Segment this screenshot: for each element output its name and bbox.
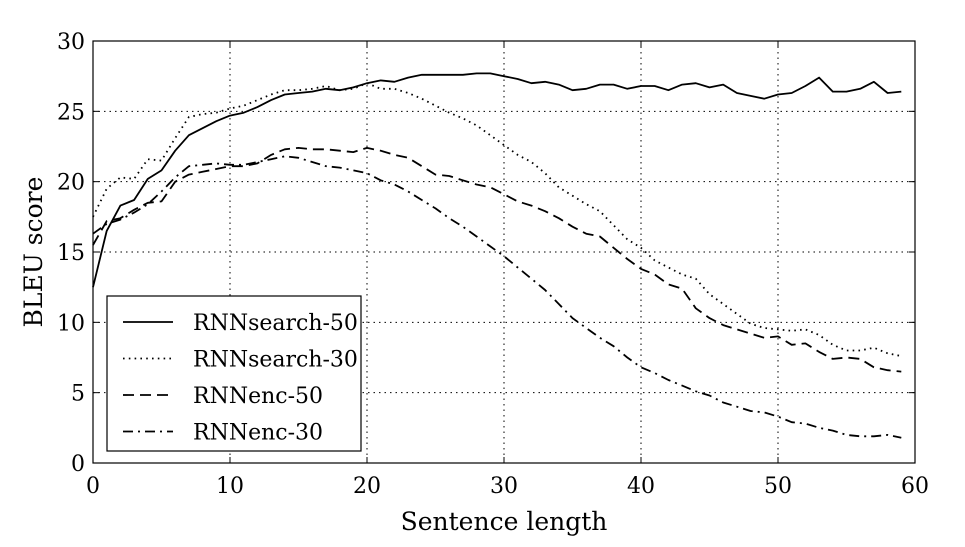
x-tick-label: 10 xyxy=(216,474,244,499)
axis-ticks xyxy=(92,40,916,464)
series-lines xyxy=(92,72,902,439)
y-tick-label: 15 xyxy=(57,241,85,266)
x-tick-label: 0 xyxy=(86,474,100,499)
y-tick-label: 30 xyxy=(57,30,85,55)
x-tick-label: 20 xyxy=(353,474,381,499)
tick-labels: 0 10 20 30 40 50 60 0 5 10 15 20 25 30 xyxy=(57,30,929,499)
legend-label: RNNenc-30 xyxy=(193,421,323,446)
x-tick-label: 50 xyxy=(764,474,792,499)
y-tick-label: 0 xyxy=(71,452,85,477)
series-line-rnnsearch-50 xyxy=(92,72,902,288)
legend: RNNsearch-50 RNNsearch-30 RNNenc-50 RNNenc-… xyxy=(106,295,362,452)
series-line-rnnsearch-30 xyxy=(92,82,902,357)
y-tick-label: 5 xyxy=(71,382,85,407)
y-tick-label: 20 xyxy=(57,171,85,196)
legend-label: RNNsearch-50 xyxy=(193,311,358,336)
x-tick-label: 40 xyxy=(627,474,655,499)
y-axis-label: BLEU score xyxy=(19,177,48,328)
series-line-rnnenc-30 xyxy=(92,155,902,439)
y-tick-label: 10 xyxy=(57,311,85,336)
series-line-rnnenc-50 xyxy=(92,146,902,373)
x-tick-label: 30 xyxy=(490,474,518,499)
x-tick-label: 60 xyxy=(901,474,929,499)
x-axis-label: Sentence length xyxy=(401,507,608,536)
legend-label: RNNenc-50 xyxy=(193,384,323,409)
y-tick-label: 25 xyxy=(57,100,85,125)
legend-label: RNNsearch-30 xyxy=(193,348,358,373)
legend-items: RNNsearch-50 RNNsearch-30 RNNenc-50 RNNenc-… xyxy=(123,311,358,446)
